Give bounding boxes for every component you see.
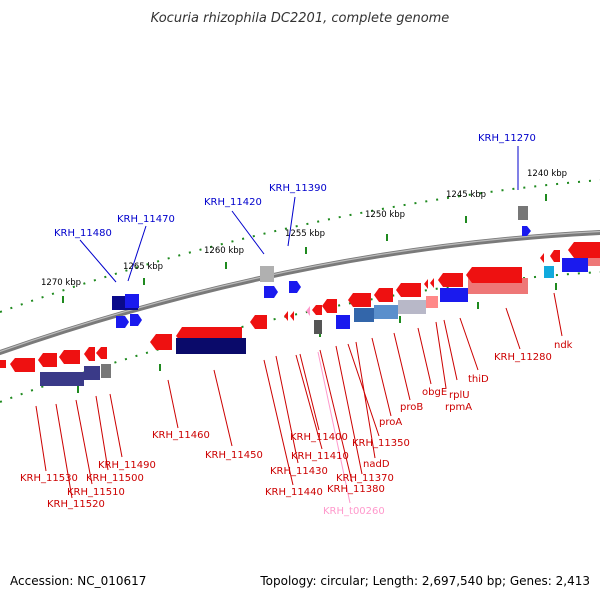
gene-arrow[interactable] xyxy=(522,226,531,236)
gene-arrow[interactable] xyxy=(96,347,107,359)
gene-label[interactable]: ndk xyxy=(554,340,573,351)
gene-block[interactable] xyxy=(176,338,246,354)
lower-gene-labels xyxy=(35,292,563,499)
gene-label[interactable]: KRH_11270 xyxy=(478,133,536,144)
gene-arrow[interactable] xyxy=(322,299,337,313)
gene-block[interactable] xyxy=(398,300,426,314)
gene-block[interactable] xyxy=(336,315,350,329)
gene-block[interactable] xyxy=(314,320,322,334)
scale-label: 1270 kbp xyxy=(41,278,81,288)
gene-arrow[interactable] xyxy=(466,267,522,283)
gene-label[interactable]: KRH_11280 xyxy=(494,352,552,363)
gene-arrow[interactable] xyxy=(284,311,288,321)
page-title: Kocuria rhizophila DC2201, complete geno… xyxy=(151,11,450,26)
gene-label[interactable]: KRH_11380 xyxy=(327,484,385,495)
gene-label[interactable]: KRH_11510 xyxy=(67,487,125,498)
gene-arrow[interactable] xyxy=(38,353,57,367)
gene-block[interactable] xyxy=(84,366,100,380)
gene-arrow[interactable] xyxy=(290,311,294,321)
trna-label[interactable]: KRH_t00260 xyxy=(323,506,385,517)
gene-arrow[interactable] xyxy=(312,305,322,315)
gene-arrow[interactable] xyxy=(424,279,428,289)
gene-block[interactable] xyxy=(125,294,139,308)
gene-block[interactable] xyxy=(426,296,438,308)
gene-label[interactable]: KRH_11500 xyxy=(86,473,144,484)
gene-arrow[interactable] xyxy=(10,358,35,372)
gene-block[interactable] xyxy=(354,308,374,322)
gene-label[interactable]: KRH_11430 xyxy=(270,466,328,477)
upper-gene-labels: KRH_11270 KRH_11390 KRH_11420 KRH_11470 … xyxy=(54,133,536,283)
gene-label[interactable]: obgE xyxy=(422,387,447,398)
gene-arrow[interactable] xyxy=(59,350,80,364)
gene-label[interactable]: KRH_11440 xyxy=(265,487,323,498)
gene-label[interactable]: KRH_11460 xyxy=(152,430,210,441)
forward-strand-genes xyxy=(112,206,600,329)
gene-arrow[interactable] xyxy=(306,306,310,316)
gene-arrow[interactable] xyxy=(84,347,95,361)
scale-label: 1255 kbp xyxy=(285,229,325,239)
gene-block[interactable] xyxy=(101,364,111,378)
gene-block[interactable] xyxy=(374,305,398,319)
scale-label: 1245 kbp xyxy=(446,190,486,200)
scale-label: 1265 kbp xyxy=(123,262,163,272)
gene-label[interactable]: KRH_11420 xyxy=(204,197,262,208)
gene-label[interactable]: KRH_11490 xyxy=(98,460,156,471)
gene-label[interactable]: KRH_11350 xyxy=(352,438,410,449)
reverse-strand-genes xyxy=(0,242,600,372)
gene-block[interactable] xyxy=(260,266,274,282)
gene-label[interactable]: KRH_11530 xyxy=(20,473,78,484)
genome-backbone xyxy=(0,230,600,356)
gene-arrow[interactable] xyxy=(130,314,142,326)
gene-arrow[interactable] xyxy=(540,253,544,263)
gene-label[interactable]: KRH_11390 xyxy=(269,183,327,194)
gene-label[interactable]: KRH_11400 xyxy=(290,432,348,443)
gene-arrow[interactable] xyxy=(374,288,393,302)
scale-label: 1240 kbp xyxy=(527,169,567,179)
gene-label[interactable]: rplU xyxy=(449,390,470,401)
gene-arrow[interactable] xyxy=(0,360,6,368)
gene-arrow[interactable] xyxy=(348,293,371,307)
gene-arrow[interactable] xyxy=(150,334,172,350)
gene-arrow[interactable] xyxy=(396,283,421,297)
gene-arrow[interactable] xyxy=(430,278,434,288)
gene-label[interactable]: KRH_11470 xyxy=(117,214,175,225)
gene-block[interactable] xyxy=(544,266,554,278)
gene-block[interactable] xyxy=(40,372,84,386)
gene-block[interactable] xyxy=(440,288,468,302)
gene-label[interactable]: proA xyxy=(379,417,402,428)
gene-arrow[interactable] xyxy=(250,315,267,329)
gene-label[interactable]: nadD xyxy=(363,459,390,470)
gene-arrow[interactable] xyxy=(264,286,278,298)
gene-label[interactable]: KRH_11410 xyxy=(291,451,349,462)
gene-label[interactable]: KRH_11370 xyxy=(336,473,394,484)
gene-arrow[interactable] xyxy=(568,242,600,258)
outer-scale-arc xyxy=(0,179,600,313)
gene-label[interactable]: thiD xyxy=(468,374,489,385)
gene-label[interactable]: KRH_11450 xyxy=(205,450,263,461)
lower-gene-blocks xyxy=(40,320,322,386)
genome-backbone-highlight xyxy=(0,230,600,353)
gene-label[interactable]: KRH_11520 xyxy=(47,499,105,510)
gene-arrow[interactable] xyxy=(550,250,560,262)
gene-arrow[interactable] xyxy=(438,273,463,287)
gene-arrow[interactable] xyxy=(116,316,129,328)
gene-block[interactable] xyxy=(562,258,588,272)
trna-leader-line xyxy=(317,351,351,504)
gene-arrow[interactable] xyxy=(289,281,301,293)
scale-label: 1250 kbp xyxy=(365,210,405,220)
gene-label[interactable]: proB xyxy=(400,402,423,413)
accession-label: Accession: NC_010617 xyxy=(10,574,146,588)
topology-label: Topology: circular; Length: 2,697,540 bp… xyxy=(259,574,590,588)
scale-label: 1260 kbp xyxy=(204,246,244,256)
gene-label[interactable]: KRH_11480 xyxy=(54,228,112,239)
outer-major-ticks xyxy=(62,194,547,303)
gene-block[interactable] xyxy=(518,206,528,220)
gene-label[interactable]: rpmA xyxy=(445,402,472,413)
